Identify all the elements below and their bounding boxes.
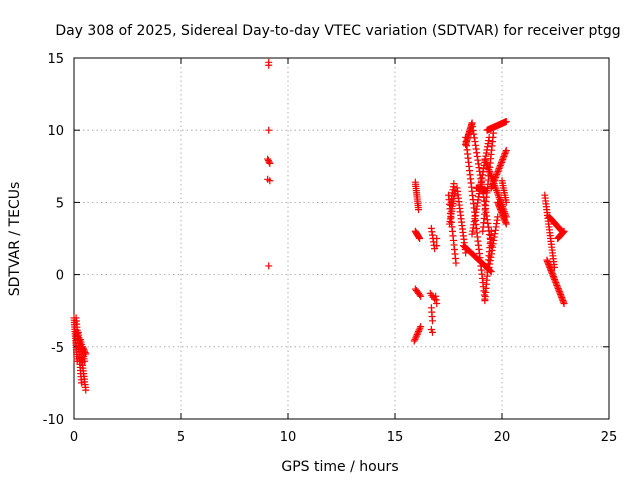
data-point xyxy=(428,328,436,336)
y-tick-label: -10 xyxy=(43,413,64,428)
data-point xyxy=(417,323,425,331)
x-tick-label: 10 xyxy=(280,430,297,445)
y-tick-label: 15 xyxy=(47,52,64,67)
x-tick-label: 20 xyxy=(494,430,511,445)
data-point xyxy=(433,299,441,307)
data-point xyxy=(412,334,420,342)
data-point xyxy=(413,331,421,339)
y-axis-label: SDTVAR / TECUs xyxy=(7,182,23,297)
data-point xyxy=(560,227,568,235)
data-point xyxy=(417,292,425,300)
data-point xyxy=(502,213,510,221)
x-axis-label: GPS time / hours xyxy=(281,459,398,475)
data-point xyxy=(412,332,420,340)
data-point xyxy=(411,335,419,343)
y-tick-label: 0 xyxy=(56,269,64,284)
data-points xyxy=(70,58,568,394)
grid-layer xyxy=(74,58,609,419)
data-point xyxy=(450,180,458,188)
data-point xyxy=(265,61,273,69)
data-point xyxy=(560,299,568,307)
data-point xyxy=(433,242,441,250)
data-point xyxy=(415,326,423,334)
data-point xyxy=(415,327,423,335)
data-point xyxy=(502,118,510,126)
data-point xyxy=(266,159,274,167)
data-point xyxy=(415,233,423,241)
x-tick-label: 25 xyxy=(601,430,618,445)
data-point xyxy=(415,206,423,214)
y-tick-label: 5 xyxy=(56,196,64,211)
data-point xyxy=(265,158,273,166)
x-tick-label: 5 xyxy=(177,430,185,445)
data-point xyxy=(487,227,495,235)
data-point xyxy=(81,349,89,357)
data-point xyxy=(452,259,460,267)
data-point xyxy=(428,317,436,325)
data-point xyxy=(265,126,273,134)
tick-layer: 0 5 10 15 20 25 -10 -5 0 5 10 15 xyxy=(43,52,618,445)
data-point xyxy=(416,291,424,299)
data-point xyxy=(433,235,441,242)
data-point xyxy=(502,146,510,154)
y-tick-label: -5 xyxy=(51,341,64,356)
data-point xyxy=(416,235,424,242)
x-tick-label: 15 xyxy=(387,430,404,445)
plot-frame xyxy=(73,57,610,420)
data-point xyxy=(77,379,85,387)
data-point xyxy=(265,262,273,270)
data-point xyxy=(483,187,491,195)
chart-title: Day 308 of 2025, Sidereal Day-to-day VTE… xyxy=(55,23,620,39)
data-point xyxy=(82,386,90,394)
data-point xyxy=(416,324,424,332)
data-point xyxy=(81,357,89,365)
data-point xyxy=(82,350,90,358)
data-point xyxy=(414,329,422,337)
data-point xyxy=(410,337,418,345)
data-point xyxy=(502,220,510,228)
y-tick-label: 10 xyxy=(47,124,64,139)
data-point xyxy=(266,177,274,185)
x-tick-label: 0 xyxy=(70,430,78,445)
